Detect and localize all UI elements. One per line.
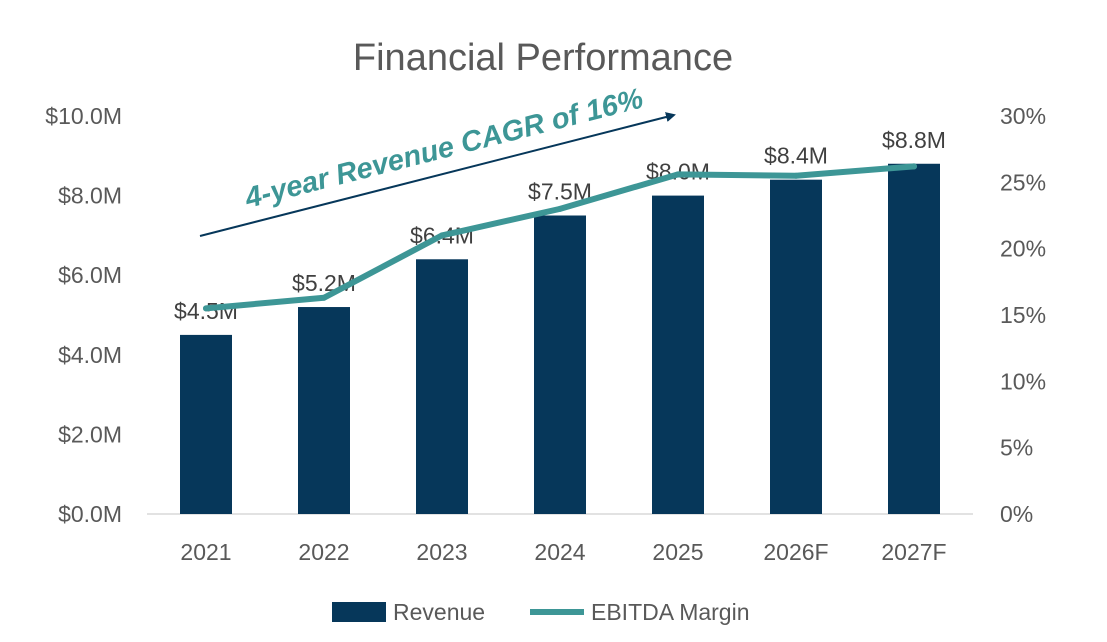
- x-axis-ticks: 2021 2022 2023 2024 2025 2026F 2027F: [180, 539, 946, 565]
- ebitda-margin-point: [675, 171, 681, 178]
- legend-revenue-swatch: [332, 602, 386, 622]
- revenue-bar: [888, 163, 940, 514]
- right-axis-tick-label: 0%: [1000, 501, 1033, 527]
- revenue-bar: [534, 215, 586, 514]
- right-axis-tick-label: 20%: [1000, 236, 1046, 262]
- right-axis-tick-label: 10%: [1000, 368, 1046, 394]
- left-axis-tick-label: $4.0M: [58, 342, 122, 368]
- x-axis-tick-label: 2024: [534, 539, 585, 565]
- legend-revenue-label: Revenue: [393, 599, 485, 625]
- right-y-axis: 0% 5% 10% 15% 20% 25% 30%: [1000, 103, 1046, 527]
- left-y-axis: $0.0M $2.0M $4.0M $6.0M $8.0M $10.0M: [45, 103, 122, 527]
- cagr-arrow: [199, 112, 676, 237]
- x-axis-tick-label: 2021: [180, 539, 231, 565]
- revenue-bar-label: $8.8M: [882, 127, 946, 153]
- ebitda-margin-point: [557, 205, 563, 212]
- revenue-bar: [652, 195, 704, 514]
- x-axis-tick-label: 2027F: [881, 539, 946, 565]
- revenue-bar: [416, 259, 468, 514]
- right-axis-tick-label: 30%: [1000, 103, 1046, 129]
- x-axis-tick-label: 2025: [652, 539, 703, 565]
- revenue-bar-label: $8.4M: [764, 143, 828, 169]
- right-axis-tick-label: 15%: [1000, 302, 1046, 328]
- chart-legend: Revenue EBITDA Margin: [332, 599, 750, 625]
- left-axis-tick-label: $8.0M: [58, 183, 122, 209]
- x-axis-tick-label: 2022: [298, 539, 349, 565]
- cagr-annotation: 4-year Revenue CAGR of 16%: [199, 83, 676, 237]
- left-axis-tick-label: $10.0M: [45, 103, 122, 129]
- ebitda-margin-point: [321, 294, 327, 301]
- ebitda-margin-point: [793, 172, 799, 179]
- x-axis-tick-label: 2023: [416, 539, 467, 565]
- x-axis-tick-label: 2026F: [763, 539, 828, 565]
- revenue-bar: [298, 307, 350, 514]
- chart-title: Financial Performance: [353, 37, 733, 79]
- revenue-bar: [180, 334, 232, 514]
- right-axis-tick-label: 5%: [1000, 435, 1033, 461]
- ebitda-margin-point: [203, 305, 209, 312]
- revenue-bar-label: $5.2M: [292, 270, 356, 296]
- revenue-bars: [180, 163, 940, 514]
- right-axis-tick-label: 25%: [1000, 169, 1046, 195]
- left-axis-tick-label: $2.0M: [58, 421, 122, 447]
- legend-ebitda-label: EBITDA Margin: [591, 599, 750, 625]
- left-axis-tick-label: $6.0M: [58, 262, 122, 288]
- left-axis-tick-label: $0.0M: [58, 501, 122, 527]
- ebitda-margin-point: [911, 163, 917, 170]
- ebitda-margin-point: [439, 232, 445, 239]
- revenue-bar: [770, 179, 822, 514]
- ebitda-margin-line-group: [203, 163, 917, 312]
